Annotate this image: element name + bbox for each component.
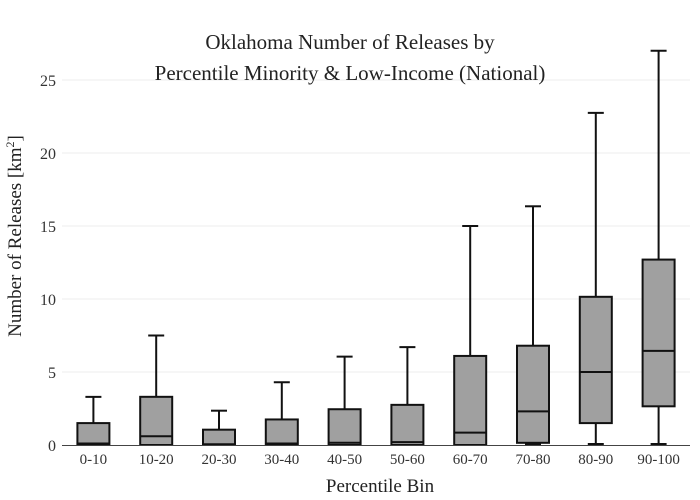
y-axis-label-superscript: 2	[2, 141, 17, 148]
box-40-50	[327, 355, 362, 447]
y-tick-label: 15	[40, 219, 56, 236]
box-iqr	[516, 344, 550, 444]
box-iqr	[390, 403, 425, 447]
box-iqr	[139, 395, 174, 447]
x-tick-label: 50-60	[390, 452, 425, 468]
chart-title-line-2: Percentile Minority & Low-Income (Nation…	[154, 61, 546, 85]
box-60-70	[453, 225, 488, 446]
x-tick-label: 40-50	[327, 452, 362, 468]
box-20-30	[202, 409, 236, 447]
y-tick-label: 25	[40, 73, 56, 90]
box-iqr	[327, 408, 362, 447]
box-30-40	[264, 381, 299, 447]
box-70-80	[516, 205, 550, 445]
x-tick-label: 80-90	[578, 452, 613, 468]
x-axis-label: Percentile Bin	[325, 476, 435, 497]
x-tick-label: 90-100	[637, 452, 680, 468]
box-10-20	[139, 334, 174, 447]
chart-title-line-1: Oklahoma Number of Releases by	[205, 30, 495, 54]
box-iqr	[578, 295, 613, 425]
x-tick-label: 70-80	[516, 452, 551, 468]
x-tick-label: 20-30	[202, 452, 237, 468]
axes: 0 5 10 15 20 25 0-10 10-20 20-30 30-40 40-50 50-60 6…	[40, 73, 690, 468]
boxes	[76, 49, 676, 447]
x-tick-label: 30-40	[264, 452, 299, 468]
y-tick-label: 10	[40, 292, 56, 309]
box-50-60	[390, 346, 425, 447]
y-tick-label: 5	[48, 365, 56, 382]
y-axis-label: Number of Releases [km2]	[3, 135, 27, 337]
x-tick-label: 0-10	[80, 452, 108, 468]
y-axis-label-main: Number of Releases [km	[5, 147, 27, 337]
box-iqr	[641, 258, 676, 408]
box-iqr	[202, 428, 236, 447]
box-90-100	[641, 49, 676, 445]
x-tick-label: 60-70	[453, 452, 488, 468]
box-iqr	[264, 418, 299, 447]
box-iqr	[453, 354, 488, 446]
box-iqr	[76, 422, 111, 447]
x-tick-label: 10-20	[139, 452, 174, 468]
y-axis-label-end: ]	[5, 135, 27, 142]
y-tick-label: 20	[40, 146, 56, 163]
y-tick-label: 0	[48, 438, 56, 455]
box-80-90	[578, 111, 613, 445]
box-0-10	[76, 395, 111, 447]
